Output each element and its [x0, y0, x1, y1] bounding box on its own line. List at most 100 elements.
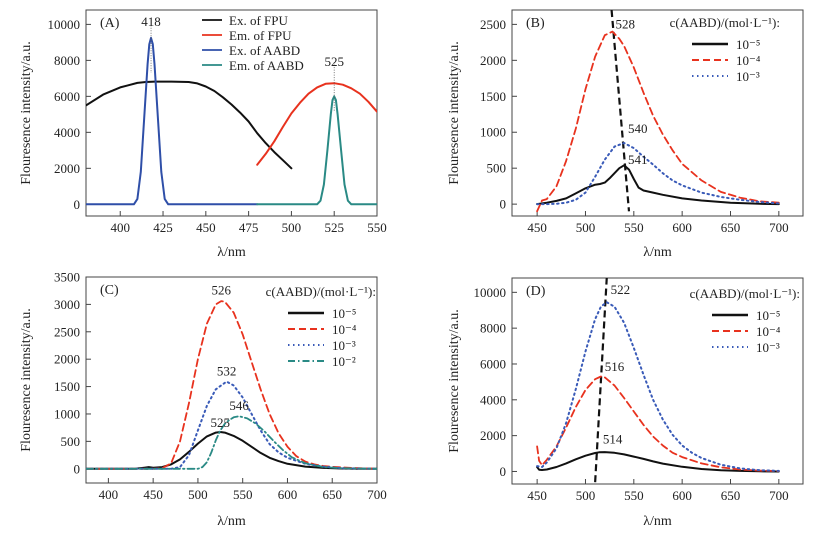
x-tick-label: 650: [322, 487, 342, 502]
legend-label: Ex. of AABD: [229, 43, 300, 58]
y-tick-label: 500: [61, 434, 81, 449]
x-tick-label: 425: [153, 220, 173, 235]
x-axis-label: λ/nm: [643, 245, 672, 260]
series-line-1: [256, 82, 377, 166]
x-tick-label: 450: [196, 220, 216, 235]
plot-area: [86, 25, 377, 206]
panel-label: (A): [100, 16, 120, 31]
peak-annotation: 541: [628, 152, 648, 167]
x-tick-label: 550: [624, 488, 644, 503]
legend-label: 10⁻⁴: [756, 324, 781, 339]
plot-area: [86, 300, 377, 470]
x-tick-label: 450: [527, 488, 547, 503]
x-tick-label: 450: [527, 220, 547, 235]
legend: c(AABD)/(mol·L⁻¹): 10⁻⁵10⁻⁴10⁻³: [670, 15, 780, 84]
x-axis-label: λ/nm: [217, 514, 246, 529]
series-line-0: [536, 164, 780, 206]
y-tick-label: 10000: [48, 17, 81, 32]
x-axis-label: λ/nm: [217, 245, 246, 260]
peak-annotation: 525: [211, 415, 231, 430]
legend-title: c(AABD)/(mol·L⁻¹):: [266, 284, 376, 299]
x-tick-label: 500: [576, 488, 596, 503]
x-tick-label: 500: [282, 220, 302, 235]
peak-annotation: 532: [217, 364, 237, 379]
y-axis-label: Flouresence intensity/a.u.: [19, 41, 34, 184]
series-line-0: [86, 431, 377, 470]
x-tick-label: 700: [769, 220, 789, 235]
y-tick-label: 0: [74, 461, 81, 476]
legend-label: 10⁻⁴: [736, 53, 761, 68]
y-tick-label: 2000: [480, 428, 506, 443]
legend-label: 10⁻³: [756, 340, 780, 355]
x-tick-label: 400: [99, 487, 119, 502]
series-line-2: [86, 380, 377, 470]
panel-b: 450 500 550 600 650 700 0 500 1000 1500 2000 2500 λ/…: [447, 9, 804, 260]
y-tick-label: 10000: [474, 285, 507, 300]
legend: c(AABD)/(mol·L⁻¹): 10⁻⁵10⁻⁴10⁻³: [690, 286, 800, 355]
series-line-1: [536, 30, 780, 213]
y-axis-label: Flouresence intensity/a.u.: [447, 41, 462, 184]
x-tick-label: 400: [110, 220, 130, 235]
x-tick-label: 550: [233, 487, 253, 502]
panel-label: (D): [526, 284, 546, 299]
y-tick-label: 1500: [480, 89, 506, 104]
x-tick-label: 600: [672, 220, 692, 235]
panel-label: (C): [100, 283, 119, 298]
x-tick-label: 525: [324, 220, 344, 235]
peak-annotation: 522: [611, 282, 631, 297]
y-tick-label: 8000: [54, 53, 80, 68]
peak-annotation: 540: [628, 121, 648, 136]
y-tick-label: 1000: [54, 406, 80, 421]
panel-d: 450 500 550 600 650 700 0 2000 4000 6000 8000 10000…: [447, 277, 804, 529]
legend-label: 10⁻²: [332, 354, 356, 369]
peak-annotation: 516: [605, 359, 625, 374]
series-line-3: [86, 415, 377, 470]
y-tick-label: 4000: [54, 125, 80, 140]
y-tick-label: 2500: [54, 324, 80, 339]
y-tick-label: 2000: [54, 352, 80, 367]
legend-title: c(AABD)/(mol·L⁻¹):: [690, 286, 800, 301]
peak-annotation: 546: [229, 398, 249, 413]
peak-annotation: 526: [211, 283, 231, 298]
y-tick-label: 2500: [480, 17, 506, 32]
x-tick-label: 550: [624, 220, 644, 235]
x-tick-label: 550: [367, 220, 387, 235]
peak-shift-line: [594, 278, 608, 483]
peak-shift-line: [610, 10, 631, 212]
y-tick-label: 0: [500, 464, 507, 479]
legend-label: Em. of FPU: [229, 28, 292, 43]
y-tick-label: 4000: [480, 392, 506, 407]
legend-label: 10⁻⁵: [332, 306, 356, 321]
y-tick-label: 1500: [54, 379, 80, 394]
legend-label: 10⁻⁴: [332, 322, 357, 337]
x-tick-label: 650: [721, 220, 741, 235]
peak-annotation: 418: [141, 14, 161, 29]
y-tick-label: 3000: [54, 297, 80, 312]
peak-annotation: 514: [603, 432, 623, 447]
x-tick-label: 700: [769, 488, 789, 503]
plot-area: [536, 10, 780, 213]
legend-label: 10⁻⁵: [736, 37, 760, 52]
legend-label: 10⁻³: [736, 69, 760, 84]
plot-frame: [85, 9, 378, 217]
y-tick-label: 500: [487, 161, 507, 176]
x-axis-label: λ/nm: [643, 514, 672, 529]
legend-label: Ex. of FPU: [229, 13, 288, 28]
x-tick-label: 600: [278, 487, 298, 502]
x-tick-label: 500: [576, 220, 596, 235]
series-line-0: [86, 80, 293, 170]
x-tick-label: 650: [721, 488, 741, 503]
y-tick-label: 1000: [480, 125, 506, 140]
panel-c: 400 450 500 550 600 650 700 0 500 1000 1500 2000 250…: [19, 270, 387, 530]
series-line-2: [536, 142, 780, 206]
legend-label: Em. of AABD: [229, 58, 304, 73]
x-tick-label: 450: [143, 487, 163, 502]
series-line-1: [86, 300, 377, 470]
panel-label: (B): [526, 16, 545, 31]
series-line-0: [536, 451, 780, 473]
series-line-2: [86, 36, 259, 206]
y-tick-label: 8000: [480, 321, 506, 336]
legend-label: 10⁻⁵: [756, 308, 780, 323]
y-tick-label: 6000: [480, 356, 506, 371]
